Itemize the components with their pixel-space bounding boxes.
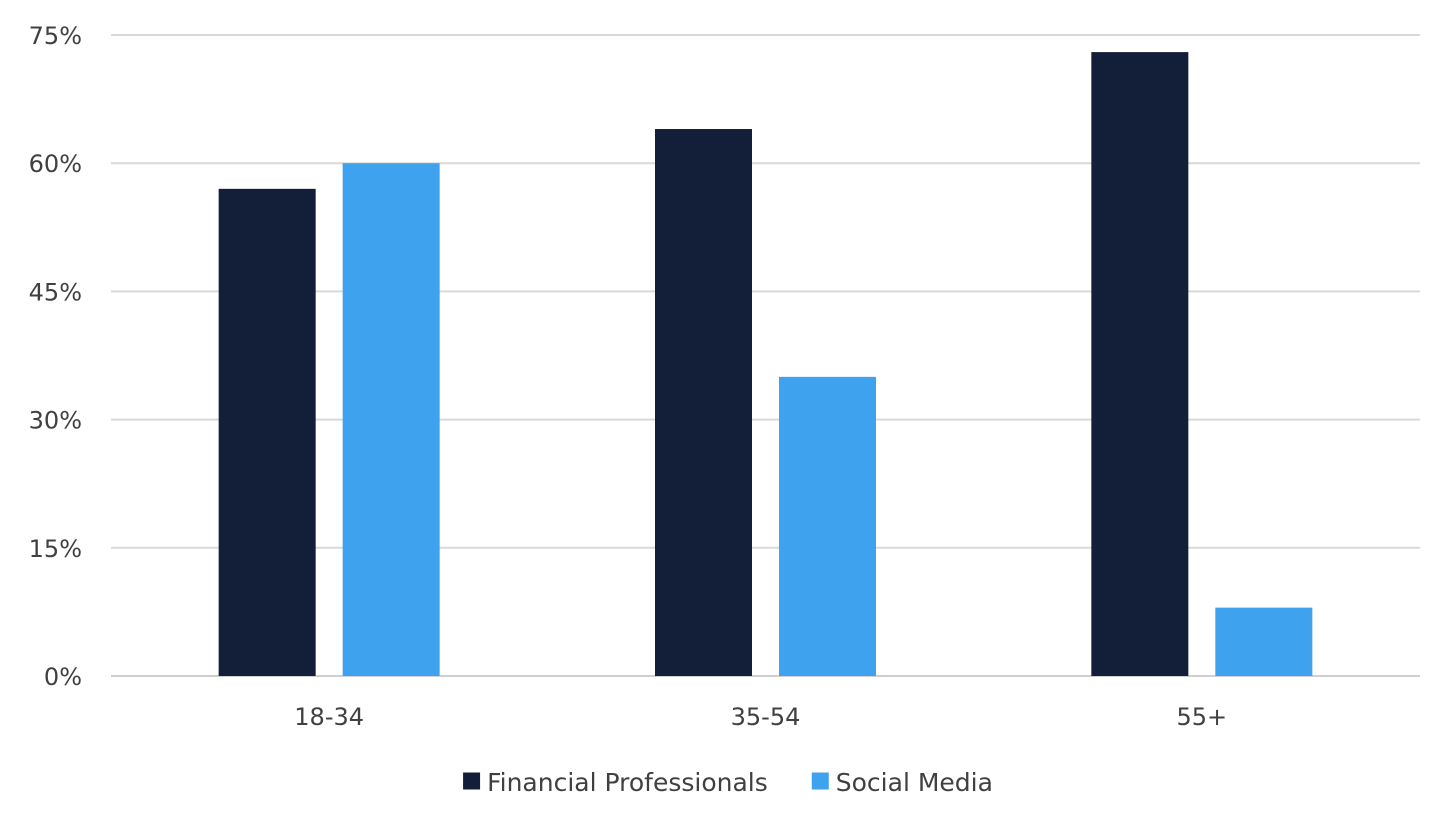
legend: Financial Professionals Social Media [463, 768, 993, 797]
bars [218, 52, 1313, 677]
y-tick-label: 75% [29, 22, 82, 50]
bar-social-media-18-34 [342, 163, 440, 676]
x-tick-label: 55+ [1177, 703, 1228, 731]
legend-swatch [463, 772, 481, 790]
x-axis-ticks: 18-34 35-54 55+ [294, 703, 1227, 731]
legend-label: Social Media [836, 768, 993, 797]
y-tick-label: 30% [29, 407, 82, 435]
gridlines [111, 34, 1420, 677]
legend-swatch [811, 772, 829, 790]
bar-social-media-35-54 [779, 376, 876, 676]
bar-financial-professionals-18-34 [218, 188, 316, 676]
bar-social-media-55+ [1215, 607, 1313, 676]
y-tick-label: 0% [44, 663, 82, 691]
legend-label: Financial Professionals [487, 768, 768, 797]
x-tick-label: 35-54 [731, 703, 801, 731]
y-axis-ticks: 0% 15% 30% 45% 60% 75% [29, 22, 82, 691]
y-tick-label: 45% [29, 278, 82, 306]
y-tick-label: 15% [29, 535, 82, 563]
x-tick-label: 18-34 [294, 703, 364, 731]
y-tick-label: 60% [29, 150, 82, 178]
bar-financial-professionals-55+ [1091, 52, 1189, 677]
bar-financial-professionals-35-54 [655, 129, 752, 677]
